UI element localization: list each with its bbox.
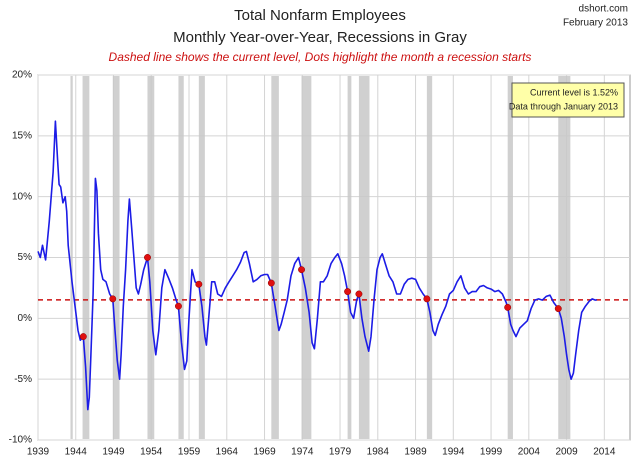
recession-band: [112, 76, 120, 439]
recession-start-dot: [355, 290, 363, 298]
x-tick-label: 1939: [27, 447, 50, 458]
y-tick-label: 5%: [18, 252, 33, 263]
x-tick-label: 1964: [216, 447, 239, 458]
x-tick-label: 1959: [178, 447, 201, 458]
x-tick-label: 1989: [404, 447, 427, 458]
recession-start-dot: [195, 280, 203, 288]
y-tick-label: 15%: [12, 130, 32, 141]
chart-note: Dashed line shows the current level, Dot…: [109, 50, 532, 64]
recession-band: [507, 76, 513, 439]
recession-start-dot: [144, 254, 151, 261]
recession-start-dot: [554, 305, 562, 313]
x-tick-label: 1944: [65, 447, 88, 458]
recession-band: [558, 76, 571, 439]
y-tick-label: 10%: [12, 191, 32, 202]
y-tick-label: -5%: [14, 374, 32, 385]
source-date: February 2013: [563, 18, 628, 29]
x-tick-label: 1984: [367, 447, 390, 458]
x-tick-label: 1969: [253, 447, 276, 458]
x-tick-label: 1954: [140, 447, 163, 458]
x-tick-label: 1994: [442, 447, 465, 458]
recession-band: [301, 76, 312, 439]
x-tick-label: 1999: [480, 447, 503, 458]
recession-start-dot: [423, 295, 431, 303]
x-tick-label: 1974: [291, 447, 314, 458]
recession-start-dot: [79, 333, 87, 341]
recession-band: [426, 76, 433, 439]
x-tick-label: 2009: [555, 447, 578, 458]
recession-start-dot: [267, 279, 275, 287]
recession-band: [178, 76, 184, 439]
x-tick-label: 1979: [329, 447, 352, 458]
chart-subtitle: Monthly Year-over-Year, Recessions in Gr…: [173, 29, 467, 46]
recession-band: [70, 76, 73, 439]
recession-band: [358, 76, 370, 439]
annotation: Current level is 1.52%: [530, 87, 618, 97]
x-tick-label: 2004: [518, 447, 541, 458]
recession-band: [271, 76, 279, 439]
recession-band: [198, 76, 205, 439]
annotation-box: [511, 82, 625, 118]
x-tick-label: 1949: [102, 447, 125, 458]
recession-start-dot: [298, 266, 305, 274]
y-tick-label: 0%: [18, 313, 33, 324]
recession-band: [82, 76, 90, 439]
recession-start-dot: [174, 302, 182, 310]
annotation: Data through January 2013: [509, 101, 618, 111]
source: dshort.com: [579, 4, 628, 15]
y-tick-label: 20%: [12, 70, 32, 81]
recession-start-dot: [504, 303, 512, 311]
chart-title: Total Nonfarm Employees: [234, 7, 406, 24]
recession-start-dot: [109, 295, 117, 303]
recession-band: [347, 76, 352, 439]
y-tick-label: -10%: [9, 435, 32, 446]
x-tick-label: 2014: [593, 447, 616, 458]
recession-start-dot: [344, 288, 352, 296]
